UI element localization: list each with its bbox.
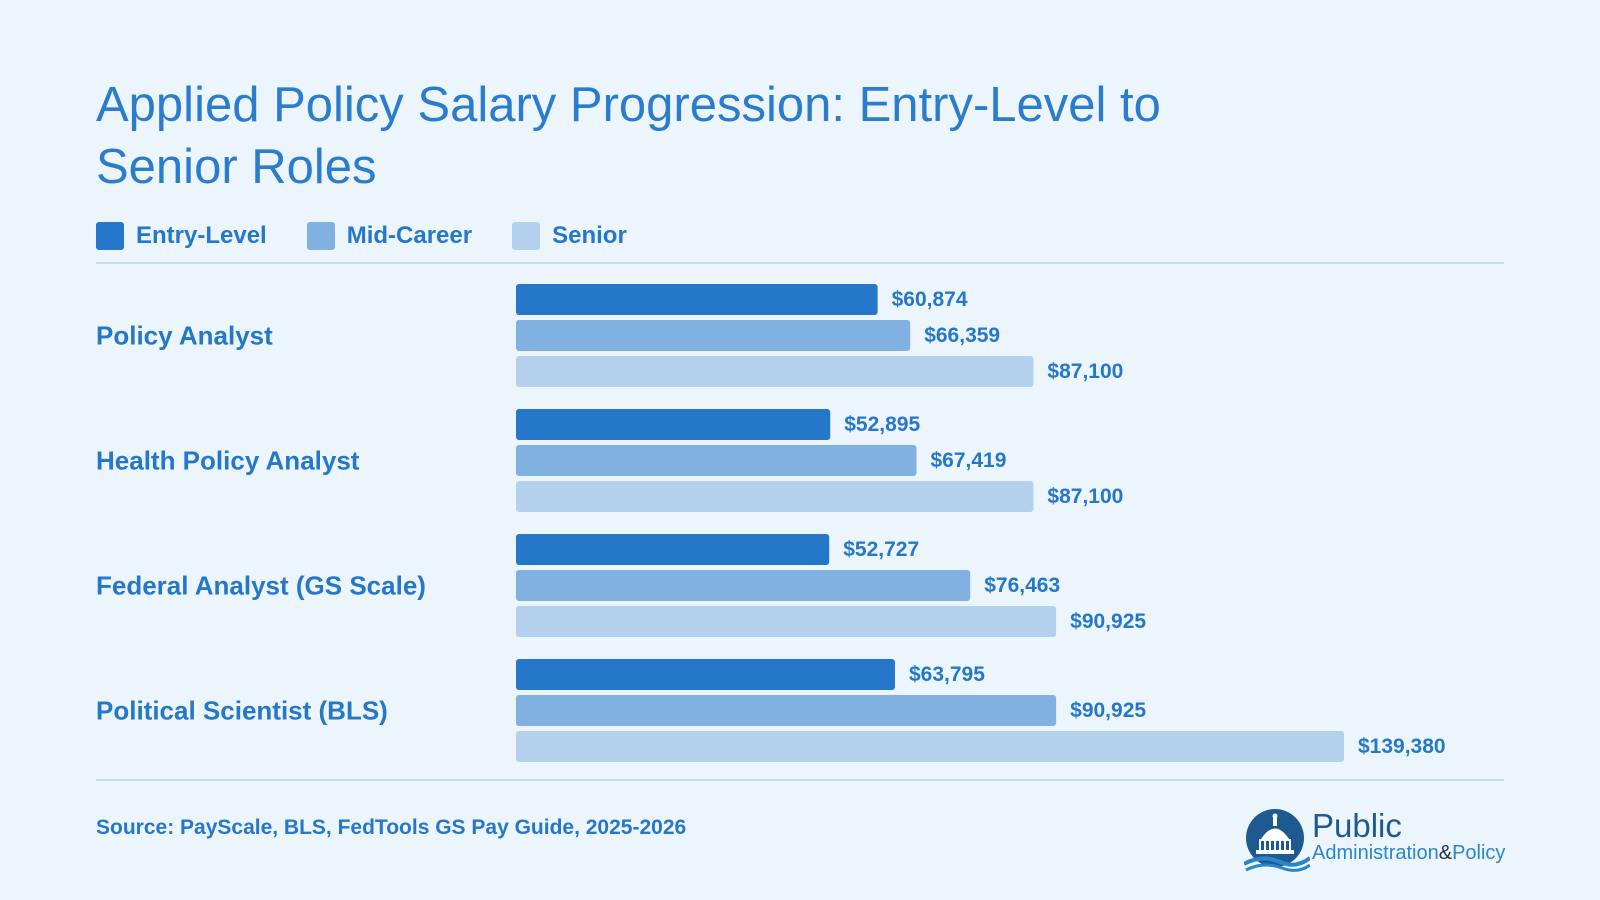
value-label-political-scientist-bls-mid-career: $90,925 bbox=[1070, 699, 1146, 722]
legend-label-entry-level: Entry-Level bbox=[136, 222, 267, 249]
bar-federal-analyst-gs-scale-senior bbox=[516, 606, 1057, 637]
bar-policy-analyst-senior bbox=[516, 356, 1034, 387]
legend: Entry-Level Mid-Career Senior bbox=[96, 222, 667, 250]
bottom-divider bbox=[96, 779, 1504, 781]
value-label-policy-analyst-entry-level: $60,874 bbox=[892, 288, 968, 311]
value-label-health-policy-analyst-senior: $87,100 bbox=[1047, 485, 1123, 508]
legend-swatch-senior bbox=[512, 222, 541, 250]
bar-political-scientist-bls-entry-level bbox=[516, 659, 895, 690]
bar-federal-analyst-gs-scale-mid-career bbox=[516, 570, 971, 601]
legend-item-mid-career: Mid-Career bbox=[306, 222, 473, 250]
capitol-dome-icon bbox=[1244, 809, 1310, 872]
value-label-federal-analyst-gs-scale-entry-level: $52,727 bbox=[843, 538, 919, 561]
category-label-political-scientist-bls: Political Scientist (BLS) bbox=[96, 696, 388, 726]
legend-label-mid-career: Mid-Career bbox=[346, 222, 473, 249]
value-label-political-scientist-bls-entry-level: $63,795 bbox=[909, 663, 985, 686]
logo-wordmark-subtitle: Administration&Policy bbox=[1312, 842, 1505, 864]
logo-wordmark-public: Public bbox=[1312, 807, 1402, 844]
bar-health-policy-analyst-mid-career bbox=[516, 445, 917, 476]
logo-ampersand: & bbox=[1438, 842, 1453, 864]
source-note: Source: PayScale, BLS, FedTools GS Pay G… bbox=[96, 816, 687, 839]
category-label-federal-analyst-gs-scale: Federal Analyst (GS Scale) bbox=[96, 571, 426, 601]
logo-word-administration: Administration bbox=[1312, 842, 1439, 864]
value-label-policy-analyst-mid-career: $66,359 bbox=[924, 324, 1000, 347]
value-label-health-policy-analyst-mid-career: $67,419 bbox=[931, 449, 1007, 472]
value-label-federal-analyst-gs-scale-mid-career: $76,463 bbox=[984, 574, 1060, 597]
legend-item-entry-level: Entry-Level bbox=[96, 222, 267, 250]
bar-health-policy-analyst-entry-level bbox=[516, 409, 831, 440]
logo-word-policy: Policy bbox=[1452, 842, 1506, 864]
top-divider bbox=[96, 262, 1504, 264]
value-label-political-scientist-bls-senior: $139,380 bbox=[1358, 735, 1446, 758]
value-label-policy-analyst-senior: $87,100 bbox=[1047, 360, 1123, 383]
value-label-health-policy-analyst-entry-level: $52,895 bbox=[844, 413, 920, 436]
value-label-federal-analyst-gs-scale-senior: $90,925 bbox=[1070, 610, 1146, 633]
bar-federal-analyst-gs-scale-entry-level bbox=[516, 534, 830, 565]
bar-health-policy-analyst-senior bbox=[516, 481, 1034, 512]
legend-swatch-mid-career bbox=[306, 222, 335, 250]
publisher-logo: Public Administration&Policy bbox=[1244, 807, 1505, 874]
bar-political-scientist-bls-mid-career bbox=[516, 695, 1057, 726]
bar-political-scientist-bls-senior bbox=[516, 731, 1344, 762]
category-label-health-policy-analyst: Health Policy Analyst bbox=[96, 446, 360, 476]
chart-title: Applied Policy Salary Progression: Entry… bbox=[96, 78, 1161, 194]
legend-label-senior: Senior bbox=[552, 222, 627, 249]
bar-policy-analyst-entry-level bbox=[516, 284, 878, 315]
bar-policy-analyst-mid-career bbox=[516, 320, 911, 351]
category-label-policy-analyst: Policy Analyst bbox=[96, 321, 273, 351]
legend-swatch-entry-level bbox=[96, 222, 124, 250]
legend-item-senior: Senior bbox=[512, 222, 627, 250]
